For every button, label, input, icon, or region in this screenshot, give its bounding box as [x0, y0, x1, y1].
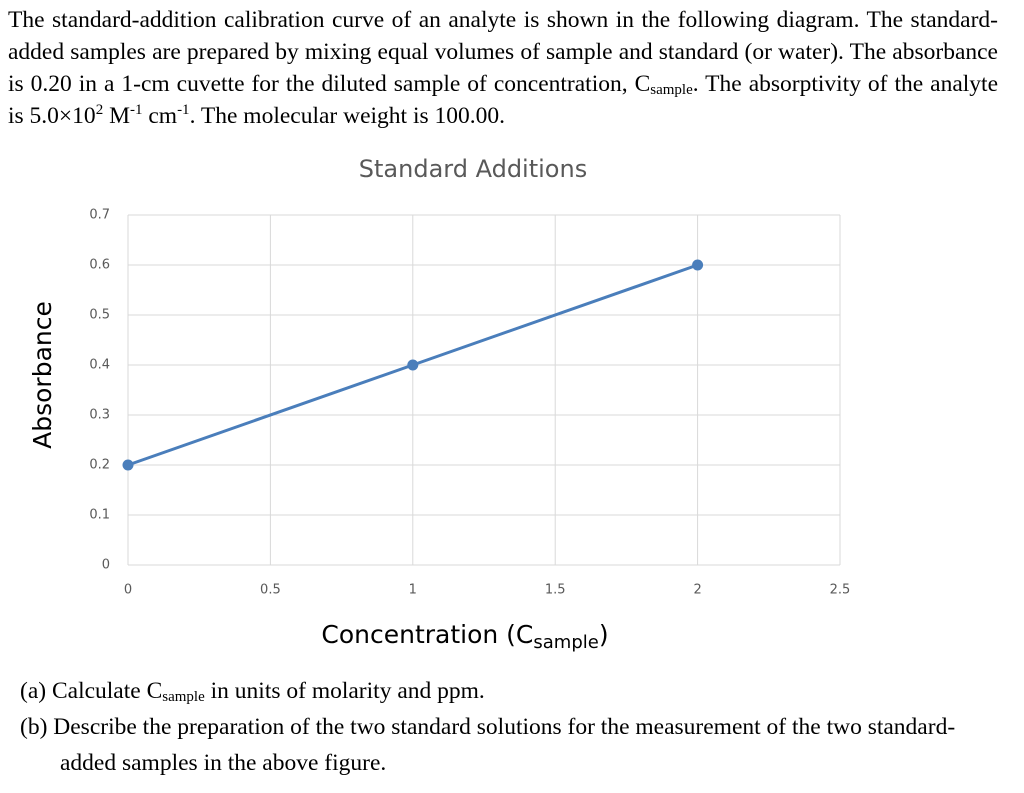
problem-statement: The standard-addition calibration curve …: [8, 4, 998, 132]
superscript: -1: [129, 102, 143, 118]
x-tick-label: 2: [693, 583, 701, 598]
y-tick-label: 0.6: [89, 258, 110, 273]
label: (a): [20, 678, 47, 704]
x-tick-label: 0.5: [260, 583, 281, 598]
subscript: sample: [162, 689, 205, 705]
y-tick-label: 0.5: [89, 308, 110, 323]
subscript: sample: [533, 632, 598, 653]
text: . The molecular weight is 100.00.: [189, 103, 506, 129]
y-tick-label: 0.3: [89, 408, 110, 423]
x-tick-label: 1.5: [545, 583, 566, 598]
y-tick-label: 0.4: [89, 358, 110, 373]
text: Concentration (C: [321, 620, 533, 649]
y-tick-label: 0.1: [89, 508, 110, 523]
text: cm: [142, 103, 178, 129]
superscript: -1: [177, 102, 190, 118]
text: The standard-addition calibration curve …: [8, 7, 998, 97]
y-tick-label: 0.2: [89, 458, 110, 473]
text: Describe the preparation of the two stan…: [47, 714, 956, 776]
data-point: [692, 259, 704, 271]
text: Calculate: [46, 678, 147, 704]
y-tick-label: 0: [102, 558, 110, 573]
questions: (a) Calculate Csample in units of molari…: [20, 673, 1010, 781]
data-point: [407, 359, 419, 371]
y-tick-label: 0.7: [89, 208, 110, 223]
y-axis-title: Absorbance: [28, 301, 57, 449]
text: C: [634, 71, 651, 97]
text: . The absorptivity of the analyte is 5.0…: [8, 71, 999, 129]
chart-title: Standard Additions: [359, 155, 587, 183]
x-tick-label: 1: [409, 583, 417, 598]
label: (b): [20, 714, 48, 740]
subscript: sample: [650, 82, 693, 98]
text: in units of molarity and ppm.: [204, 678, 485, 704]
question: (b) Describe the preparation of the two …: [20, 709, 1010, 781]
question: (a) Calculate Csample in units of molari…: [20, 673, 1010, 709]
x-tick-label: 2.5: [830, 583, 851, 598]
superscript: 2: [95, 102, 104, 118]
text: ): [599, 620, 609, 649]
data-point: [122, 459, 134, 471]
text: M: [103, 103, 130, 129]
text: C: [146, 678, 163, 704]
x-axis-title: Concentration (Csample): [321, 620, 608, 653]
x-tick-label: 0: [124, 583, 132, 598]
